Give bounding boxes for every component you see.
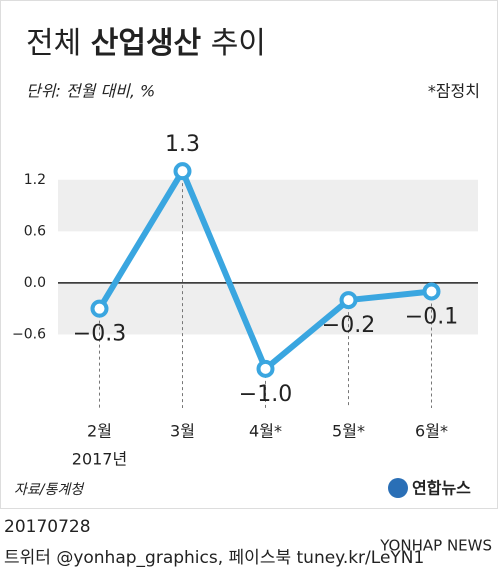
footer: 트위터 @yonhap_graphics, 페이스북 tuney.kr/LeYN… [4, 548, 424, 568]
note: *잠정치 [428, 82, 480, 101]
value-label: −0.2 [322, 313, 375, 338]
point [173, 162, 192, 181]
source: 자료/통계청 [14, 482, 85, 498]
y-tick-label: 0.0 [24, 275, 46, 291]
title-part: 추이 [211, 26, 266, 61]
value-label: 1.3 [165, 132, 200, 157]
x-tick-label: 3월 [170, 422, 195, 441]
point [256, 359, 275, 378]
date: 20170728 [4, 517, 91, 537]
x-tick-label: 4월* [249, 422, 282, 441]
y-tick-label: 1.2 [24, 172, 46, 188]
frame [0, 0, 498, 509]
point [422, 282, 441, 301]
value-label: −0.3 [73, 322, 126, 347]
title-part: 산업생산 [91, 26, 202, 61]
y-tick-label: 0.6 [24, 223, 46, 239]
x-tick-label: 5월* [332, 422, 365, 441]
x-tick-label: 6월* [415, 422, 448, 441]
chart-title: 전체 산업생산 추이 [26, 26, 266, 61]
logo: 연합뉴스 [412, 479, 471, 498]
x-tick-label: 2월 [87, 422, 112, 441]
value-label: −0.1 [405, 304, 458, 329]
logo-icon [388, 478, 408, 498]
y-tick-label: −0.6 [12, 326, 46, 342]
grid-band [58, 179, 478, 232]
value-label: −1.0 [239, 382, 292, 407]
title-part: 전체 [26, 26, 81, 61]
watermark: YONHAP NEWS [379, 537, 492, 555]
year-label: 2017년 [72, 450, 127, 469]
point [339, 291, 358, 310]
subtitle: 단위: 전월 대비, % [26, 82, 155, 101]
point [90, 299, 109, 318]
